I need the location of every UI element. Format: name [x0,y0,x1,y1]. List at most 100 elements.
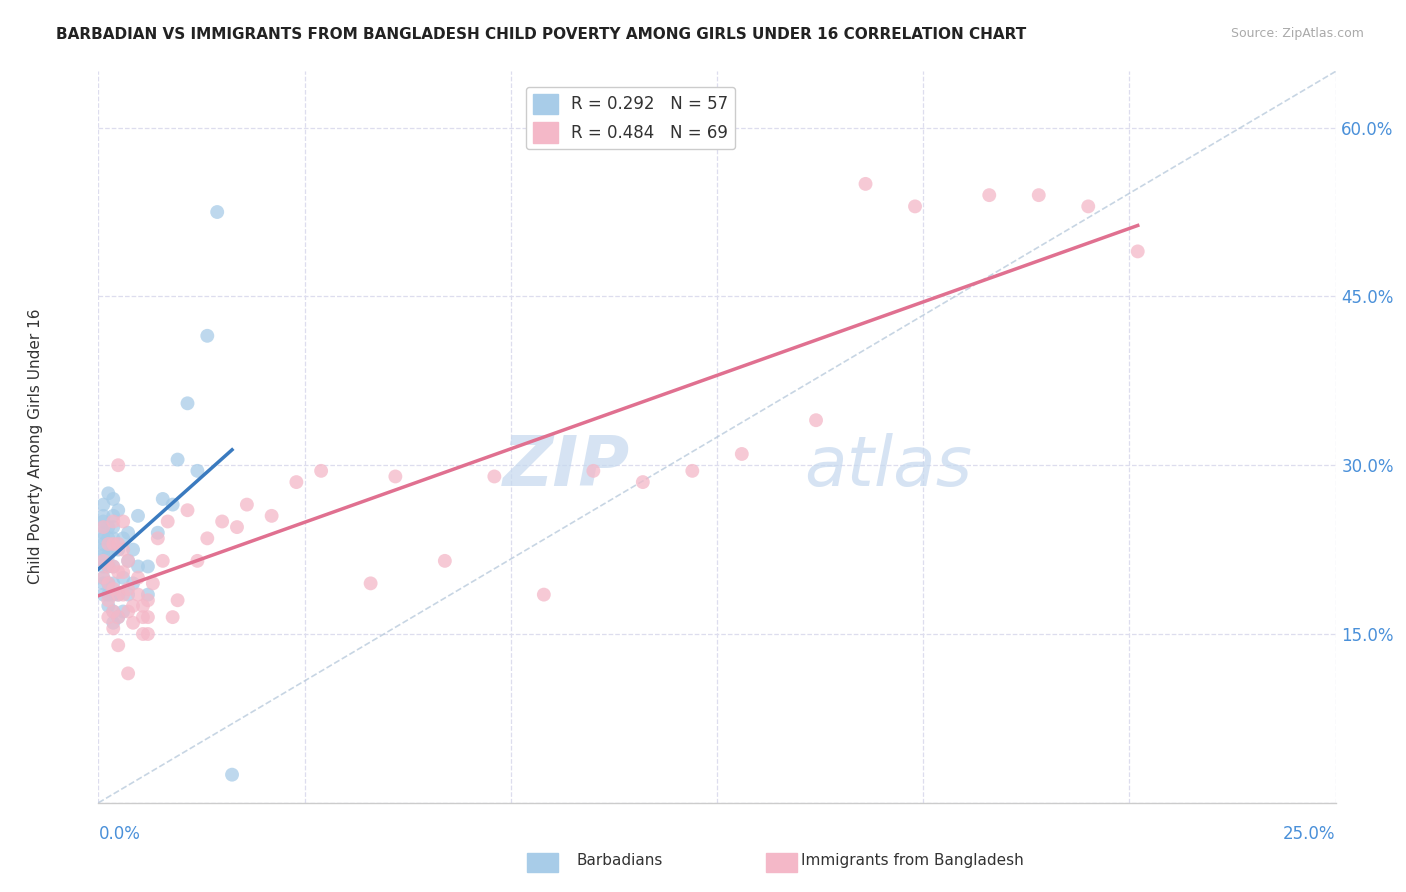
Text: atlas: atlas [804,433,972,500]
Point [97,537,120,551]
Point [904,199,927,213]
Point [122,615,145,630]
Point [93,548,115,562]
Point [384,469,406,483]
Point [205,205,228,219]
Point [107,503,129,517]
Point [176,503,198,517]
Point [211,515,233,529]
Point [122,542,145,557]
Point [117,554,139,568]
Point [107,458,129,473]
Point [93,525,115,540]
Point [97,486,120,500]
Text: Immigrants from Bangladesh: Immigrants from Bangladesh [801,854,1024,868]
Point [855,177,877,191]
Point [146,525,169,540]
Point [93,520,115,534]
Point [152,491,174,506]
Point [103,542,125,557]
Point [103,615,125,630]
Point [93,571,115,585]
Point [127,559,149,574]
Point [226,520,249,534]
Point [122,576,145,591]
Point [97,520,120,534]
Point [103,576,125,591]
Point [162,498,184,512]
Point [93,559,115,574]
Point [122,599,145,613]
Point [433,554,456,568]
Point [97,576,120,591]
Text: 25.0%: 25.0% [1284,825,1336,843]
Point [117,666,139,681]
Point [97,610,120,624]
Point [107,588,129,602]
Point [103,621,125,635]
Point [107,638,129,652]
Point [97,559,120,574]
Point [107,588,129,602]
Point [681,464,703,478]
Point [136,627,159,641]
Point [93,576,115,591]
Point [146,532,169,546]
Point [112,515,135,529]
Text: Source: ZipAtlas.com: Source: ZipAtlas.com [1230,27,1364,40]
Point [97,588,120,602]
Point [142,576,165,591]
Point [93,542,115,557]
Point [186,554,208,568]
Point [221,767,243,781]
Point [132,599,155,613]
Text: ZIP: ZIP [503,433,630,500]
Point [112,542,135,557]
Point [136,588,159,602]
Point [112,532,135,546]
Point [309,464,332,478]
Point [93,588,115,602]
Point [533,588,555,602]
Point [136,559,159,574]
Point [127,508,149,523]
Text: Child Poverty Among Girls Under 16: Child Poverty Among Girls Under 16 [28,309,42,583]
Point [93,554,115,568]
Point [103,508,125,523]
Point [103,559,125,574]
Point [127,571,149,585]
Point [127,588,149,602]
Point [979,188,1001,202]
Point [117,588,139,602]
Point [136,593,159,607]
Point [117,554,139,568]
Point [112,565,135,579]
Point [93,520,115,534]
Point [103,605,125,619]
Point [97,532,120,546]
Point [107,610,129,624]
Point [117,605,139,619]
Point [166,593,188,607]
Point [162,610,184,624]
Point [582,464,605,478]
Point [112,588,135,602]
Point [166,452,188,467]
Point [93,532,115,546]
Point [1028,188,1050,202]
Point [186,464,208,478]
Point [93,498,115,512]
Point [1126,244,1149,259]
Point [631,475,654,489]
Point [103,582,125,596]
Text: 0.0%: 0.0% [98,825,141,843]
Point [804,413,827,427]
Point [103,515,125,529]
Point [103,520,125,534]
Text: Barbadians: Barbadians [576,854,662,868]
Point [97,593,120,607]
Point [112,605,135,619]
Point [97,576,120,591]
Point [93,554,115,568]
Point [195,532,218,546]
